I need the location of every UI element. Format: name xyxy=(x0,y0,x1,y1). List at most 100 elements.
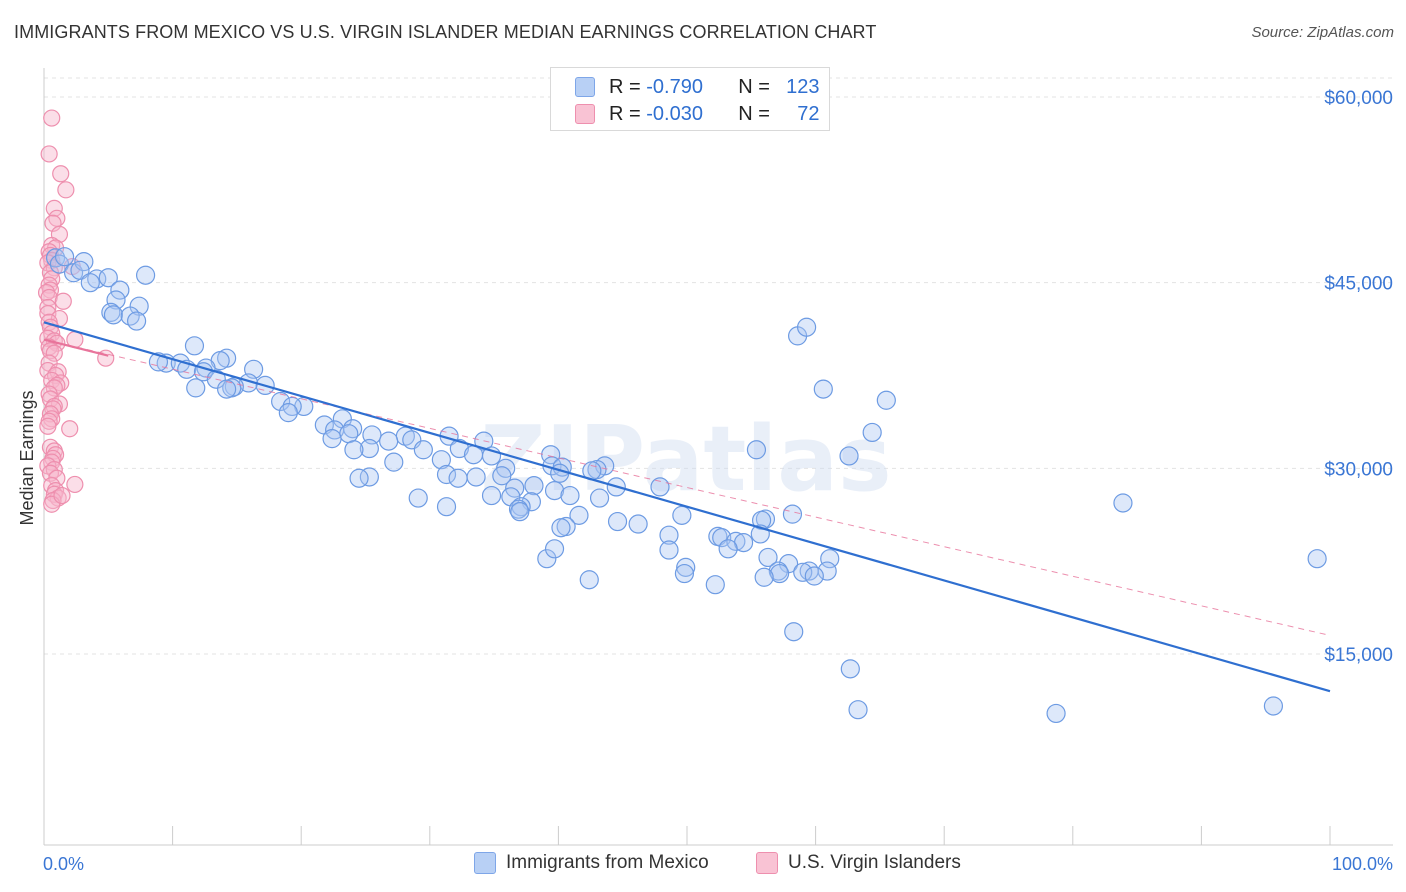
data-point-mexico xyxy=(659,525,679,545)
data-point-mexico xyxy=(271,391,291,412)
x-tick-label-max: 100.0% xyxy=(1332,854,1393,874)
data-point-mexico xyxy=(607,511,628,532)
data-point-mexico xyxy=(544,481,565,501)
virgin-islanders-swatch xyxy=(575,104,595,124)
data-point-mexico xyxy=(804,566,824,586)
legend-row-virgin-islanders: R = -0.030 N = 72 xyxy=(575,102,820,126)
data-point-mexico xyxy=(70,260,90,280)
chart-source: Source: ZipAtlas.com xyxy=(1251,24,1394,41)
data-point-mexico xyxy=(1046,703,1066,724)
data-point-mexico xyxy=(560,485,580,506)
data-point-virgin-islanders xyxy=(39,298,57,317)
data-point-mexico xyxy=(481,485,502,506)
data-point-mexico xyxy=(449,438,469,459)
data-point-mexico xyxy=(840,659,860,679)
data-point-mexico xyxy=(54,247,75,267)
data-point-mexico xyxy=(746,440,767,460)
data-point-mexico xyxy=(718,539,738,559)
data-point-virgin-islanders xyxy=(61,420,79,438)
data-point-mexico xyxy=(436,497,457,517)
data-point-mexico xyxy=(98,268,118,288)
data-point-mexico xyxy=(349,468,369,488)
data-point-mexico xyxy=(569,505,589,525)
data-point-mexico xyxy=(544,539,565,559)
data-point-mexico xyxy=(359,438,379,459)
data-point-virgin-islanders xyxy=(53,486,71,505)
data-point-mexico xyxy=(848,700,868,720)
y-tick-labels: $15,000 $30,000 $45,000 $60,000 xyxy=(1324,88,1393,666)
virgin-islanders-legend-label: U.S. Virgin Islanders xyxy=(788,852,961,873)
data-point-mexico xyxy=(589,488,610,508)
data-point-virgin-islanders xyxy=(54,292,72,310)
data-point-virgin-islanders xyxy=(37,283,56,302)
data-point-mexico xyxy=(769,563,790,584)
data-point-mexico xyxy=(110,280,130,300)
data-point-mexico xyxy=(184,336,205,356)
data-point-mexico xyxy=(344,440,364,460)
data-point-mexico xyxy=(813,379,833,399)
data-point-mexico xyxy=(1307,549,1327,569)
n-label: N = xyxy=(738,75,770,98)
data-point-mexico xyxy=(448,468,468,488)
data-point-mexico xyxy=(628,514,648,534)
data-point-mexico xyxy=(339,424,359,444)
data-point-mexico xyxy=(793,562,813,582)
data-point-mexico xyxy=(126,311,147,331)
y-tick-label: $60,000 xyxy=(1324,88,1393,109)
legend-item-virgin-islanders: U.S. Virgin Islanders xyxy=(756,852,961,874)
data-point-mexico xyxy=(676,557,696,577)
data-point-mexico xyxy=(278,403,298,423)
virgin-islanders-legend-swatch xyxy=(756,852,778,874)
data-point-mexico xyxy=(384,452,404,472)
data-point-mexico xyxy=(650,477,670,497)
data-point-mexico xyxy=(379,431,399,451)
virgin-islanders-n-value: 72 xyxy=(797,102,820,125)
trend-lines xyxy=(43,321,1331,693)
x-tick-label-min: 0.0% xyxy=(43,854,84,874)
data-point-mexico xyxy=(751,510,772,530)
data-point-mexico xyxy=(322,429,342,449)
data-point-virgin-islanders xyxy=(57,181,75,199)
data-point-mexico xyxy=(672,505,692,525)
axes xyxy=(43,68,1393,846)
data-point-mexico xyxy=(705,575,725,595)
data-point-mexico xyxy=(579,570,599,590)
legend-row-mexico: R = -0.790 N = 123 xyxy=(575,75,820,99)
data-point-mexico xyxy=(712,528,732,548)
data-point-mexico xyxy=(754,567,774,587)
data-point-virgin-islanders xyxy=(43,109,61,127)
data-point-mexico xyxy=(413,440,433,460)
data-point-virgin-islanders xyxy=(40,145,58,163)
data-point-mexico xyxy=(466,467,486,487)
data-point-mexico xyxy=(876,390,896,410)
data-point-mexico xyxy=(510,502,530,522)
data-point-mexico xyxy=(186,378,206,398)
data-point-mexico xyxy=(217,379,237,399)
y-tick-label: $45,000 xyxy=(1324,274,1393,295)
data-point-mexico xyxy=(550,463,570,483)
virgin-islanders-points xyxy=(37,109,115,513)
r-label: R = xyxy=(609,102,641,125)
legend-item-mexico: Immigrants from Mexico xyxy=(474,852,709,874)
virgin-islanders-r-value: -0.030 xyxy=(646,102,703,125)
data-point-virgin-islanders xyxy=(66,475,84,494)
trend-line-virgin-islanders xyxy=(43,338,109,357)
data-point-mexico xyxy=(408,488,428,508)
data-point-virgin-islanders xyxy=(45,199,63,217)
data-point-mexico xyxy=(436,464,457,485)
r-label: R = xyxy=(609,75,641,98)
data-point-mexico xyxy=(80,273,100,293)
chart-title: IMMIGRANTS FROM MEXICO VS U.S. VIRGIN IS… xyxy=(14,22,877,42)
data-point-mexico xyxy=(726,531,746,551)
trend-line-mexico xyxy=(43,321,1331,693)
data-point-mexico xyxy=(106,290,126,310)
data-point-mexico xyxy=(674,563,695,584)
data-point-mexico xyxy=(784,622,804,642)
data-point-virgin-islanders xyxy=(39,417,57,435)
data-point-mexico xyxy=(537,549,557,569)
data-point-mexico xyxy=(101,302,121,322)
data-point-mexico xyxy=(1263,696,1284,716)
data-point-mexico xyxy=(103,305,124,325)
data-point-mexico xyxy=(782,504,803,524)
data-point-mexico xyxy=(135,265,156,285)
